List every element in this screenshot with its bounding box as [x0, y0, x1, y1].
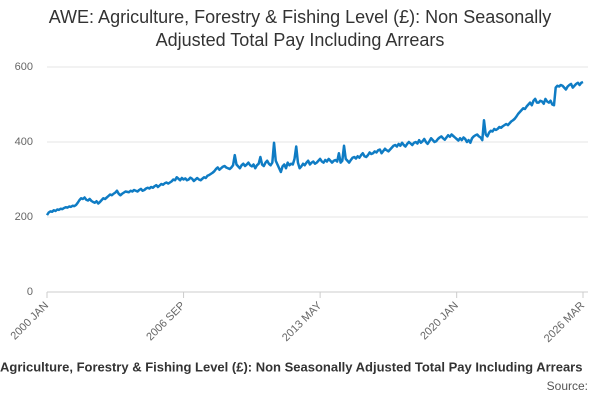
x-tick-label: 2013 MAY — [280, 299, 325, 344]
y-tick-label: 200 — [15, 211, 33, 223]
y-tick-label: 400 — [15, 136, 33, 148]
x-tick-label: 2000 JAN — [9, 300, 52, 343]
y-tick-label: 600 — [15, 61, 33, 73]
legend-label: Agriculture, Forestry & Fishing Level (£… — [0, 359, 582, 374]
chart-title: AWE: Agriculture, Forestry & Fishing Lev… — [48, 7, 552, 50]
x-tick-label: 2006 SEP — [144, 300, 188, 344]
x-tick-label: 2026 MAR — [542, 300, 587, 345]
line — [45, 80, 584, 216]
x-tick-label: 2020 JAN — [418, 300, 461, 343]
y-tick-label: 0 — [27, 286, 33, 298]
source: Source: — [547, 379, 588, 393]
